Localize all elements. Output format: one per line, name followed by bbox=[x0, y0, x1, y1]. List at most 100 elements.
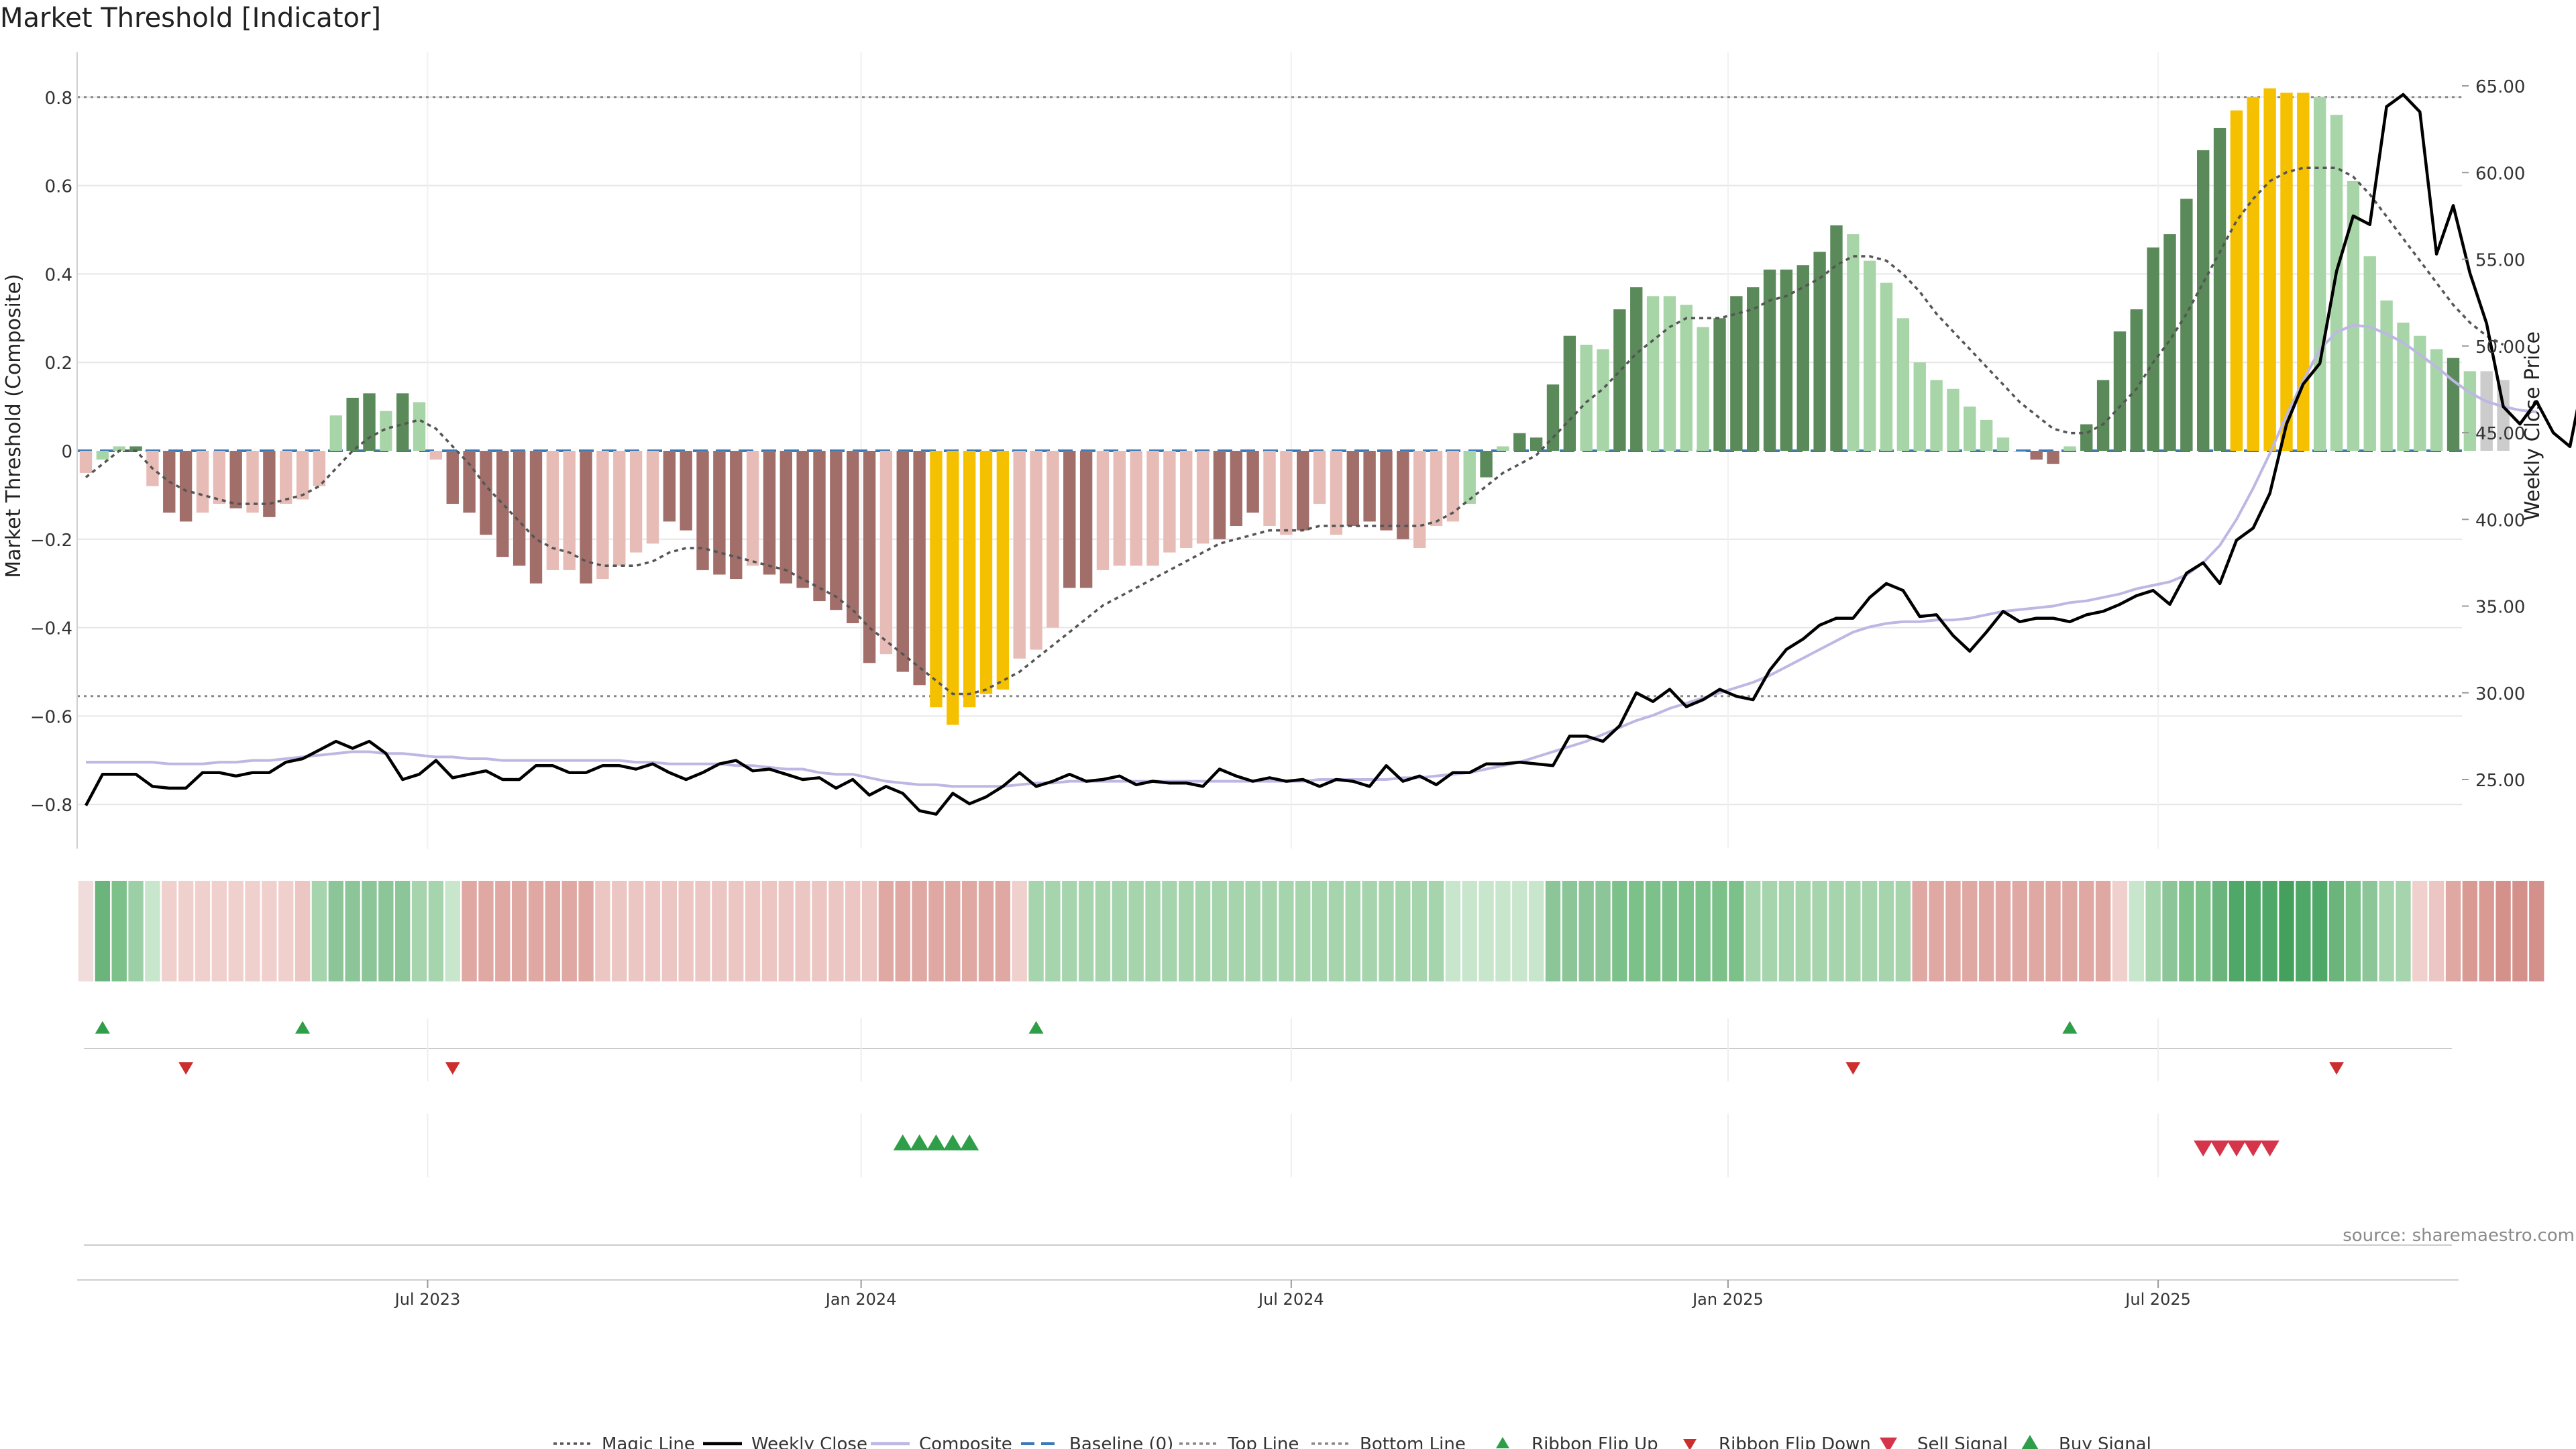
composite-bar bbox=[546, 451, 559, 570]
composite-bar bbox=[2013, 451, 2027, 452]
ribbon-cell bbox=[1179, 881, 1194, 981]
ribbon-cell bbox=[978, 881, 994, 981]
sell-signal-marker bbox=[2243, 1140, 2263, 1157]
ribbon-cell bbox=[2428, 881, 2445, 981]
ribbon-cell bbox=[1411, 881, 1428, 981]
ribbon-cell bbox=[945, 881, 961, 981]
composite-bar bbox=[2247, 97, 2259, 451]
ribbon-cell bbox=[478, 881, 494, 981]
ribbon-cell bbox=[2129, 881, 2144, 981]
ribbon-cell bbox=[1212, 881, 1228, 981]
ribbon-cell bbox=[1746, 881, 1761, 981]
ribbon-cell bbox=[1128, 881, 1144, 981]
composite-bar bbox=[1529, 437, 1543, 451]
legend-item: Top Line bbox=[1179, 1434, 1299, 1449]
ribbon-cell bbox=[961, 881, 977, 981]
ribbon-cell bbox=[128, 881, 144, 981]
ribbon-cell bbox=[1595, 881, 1611, 981]
composite-bar bbox=[1713, 318, 1726, 451]
buy-signal-marker bbox=[893, 1134, 912, 1150]
ribbon-flip-up-marker bbox=[1028, 1021, 1044, 1034]
ribbon-cell bbox=[1045, 881, 1061, 981]
composite-bar bbox=[1597, 349, 1609, 451]
legend-label: Bottom Line bbox=[1360, 1434, 1466, 1449]
ribbon-cell bbox=[2245, 881, 2261, 981]
ribbon-cell bbox=[1095, 881, 1111, 981]
ribbon-cell bbox=[1262, 881, 1277, 981]
buy-signal-marker bbox=[910, 1134, 929, 1150]
ribbon-cell bbox=[262, 881, 277, 981]
composite-bar bbox=[1196, 451, 1210, 544]
ribbon-cell bbox=[345, 881, 360, 981]
ribbon-cell bbox=[2079, 881, 2094, 981]
composite-bar bbox=[863, 451, 876, 663]
composite-bars bbox=[79, 88, 2510, 725]
composite-bar bbox=[830, 451, 843, 610]
legend-label: Magic Line bbox=[602, 1434, 695, 1449]
ribbon-cell bbox=[595, 881, 610, 981]
composite-bar bbox=[1363, 451, 1376, 522]
legend-swatch bbox=[2021, 1435, 2039, 1449]
ribbon-cell bbox=[1762, 881, 1778, 981]
legend-swatch bbox=[1683, 1439, 1697, 1449]
ribbon-cell bbox=[1978, 881, 1994, 981]
composite-bar bbox=[1063, 451, 1076, 588]
ribbon-cell bbox=[1678, 881, 1694, 981]
composite-bar bbox=[2163, 234, 2176, 451]
ribbon-cell bbox=[2179, 881, 2194, 981]
composite-bar bbox=[746, 451, 759, 566]
composite-bar bbox=[1413, 451, 1426, 548]
chart-title: Market Threshold [Indicator] bbox=[0, 3, 381, 34]
composite-bar bbox=[1697, 327, 1709, 451]
ribbon-cell bbox=[1395, 881, 1411, 981]
ribbon-cell bbox=[828, 881, 844, 981]
ribbon-cell bbox=[729, 881, 744, 981]
legend: Magic Line Weekly Close Composite Baseline … bbox=[553, 1434, 2151, 1449]
composite-bar bbox=[213, 451, 226, 504]
composite-bar bbox=[1830, 225, 1843, 451]
legend-item: Weekly Close bbox=[703, 1434, 867, 1449]
composite-bar bbox=[1180, 451, 1193, 548]
sell-signal-marker bbox=[2226, 1140, 2246, 1157]
composite-bar bbox=[446, 451, 459, 504]
ribbon-flip-up-marker bbox=[2062, 1021, 2078, 1034]
composite-bar bbox=[1796, 265, 1809, 451]
right-tick-label: 65.00 bbox=[2475, 77, 2525, 97]
ribbon-cell bbox=[1062, 881, 1077, 981]
left-tick-label: −0.6 bbox=[30, 707, 72, 727]
composite-bar bbox=[1096, 451, 1110, 570]
ribbon-cell bbox=[411, 881, 427, 981]
x-tick-label: Jul 2024 bbox=[1257, 1290, 1324, 1309]
ribbon-cell bbox=[2112, 881, 2128, 981]
composite-bar bbox=[763, 451, 776, 575]
legend-item: Buy Signal bbox=[2021, 1434, 2151, 1449]
ribbon-cell bbox=[495, 881, 511, 981]
ribbon-cell bbox=[1012, 881, 1027, 981]
composite-bar bbox=[2380, 300, 2393, 451]
ribbon-cell bbox=[111, 881, 127, 981]
ribbon-cell bbox=[2296, 881, 2311, 981]
right-tick-label: 30.00 bbox=[2475, 684, 2525, 704]
composite-bar bbox=[1163, 451, 1176, 553]
ribbon-cell bbox=[1862, 881, 1878, 981]
ribbon-cell bbox=[2529, 881, 2544, 981]
composite-bar bbox=[1763, 269, 1776, 451]
composite-bar bbox=[229, 451, 242, 508]
composite-bar bbox=[96, 451, 109, 460]
ribbon-cell bbox=[2479, 881, 2494, 981]
ribbon-cell bbox=[528, 881, 544, 981]
ribbon-cell bbox=[1578, 881, 1594, 981]
composite-bar bbox=[913, 451, 926, 686]
ribbon-cell bbox=[1162, 881, 1177, 981]
composite-bar bbox=[1430, 451, 1443, 527]
ribbon-cell bbox=[445, 881, 460, 981]
right-tick-label: 55.00 bbox=[2475, 251, 2525, 271]
composite-bar bbox=[2430, 349, 2443, 451]
ribbon-cell bbox=[628, 881, 644, 981]
composite-bar bbox=[879, 451, 893, 655]
composite-bar bbox=[1813, 252, 1826, 451]
ribbon-cell bbox=[95, 881, 111, 981]
composite-bar bbox=[1013, 451, 1026, 659]
composite-bar bbox=[2130, 309, 2143, 451]
composite-bar bbox=[963, 451, 976, 708]
